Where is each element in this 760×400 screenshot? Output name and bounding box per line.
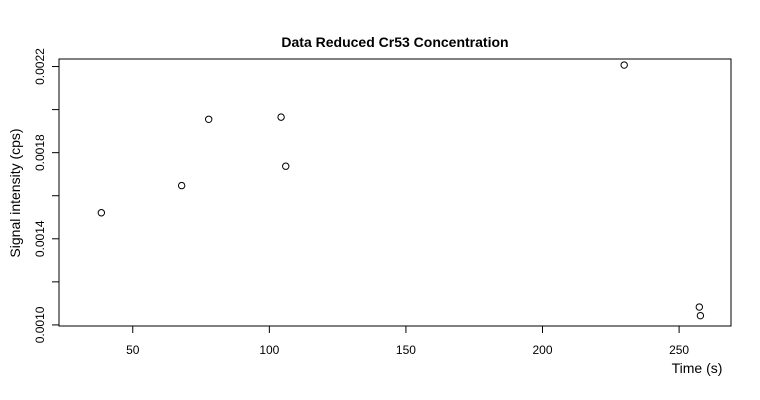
x-tick-label: 200	[532, 343, 552, 357]
x-tick-label: 150	[396, 343, 416, 357]
data-points	[97, 61, 705, 320]
data-point	[695, 303, 704, 311]
data-point	[620, 61, 628, 69]
data-point	[97, 209, 106, 217]
data-point	[696, 311, 705, 320]
data-point	[277, 113, 285, 121]
y-tick-label: 0.0022	[33, 48, 47, 85]
y-axis: 0.0010 0.0014 0.0018 0.0022	[33, 48, 60, 343]
data-point	[282, 162, 290, 170]
x-axis-label: Time (s)	[672, 360, 723, 376]
x-tick-label: 250	[669, 343, 689, 357]
x-tick-label: 100	[259, 343, 279, 357]
y-tick-label: 0.0010	[33, 306, 47, 343]
y-tick-label: 0.0014	[33, 220, 47, 257]
x-axis: 50 100 150 200 250	[126, 325, 689, 357]
data-point	[204, 115, 213, 123]
x-tick-label: 50	[126, 343, 140, 357]
y-axis-label: Signal intensity (cps)	[7, 128, 23, 257]
data-point	[177, 181, 186, 190]
y-tick-label: 0.0018	[33, 134, 47, 171]
plot-frame	[58, 58, 732, 327]
chart-title: Data Reduced Cr53 Concentration	[281, 34, 508, 50]
